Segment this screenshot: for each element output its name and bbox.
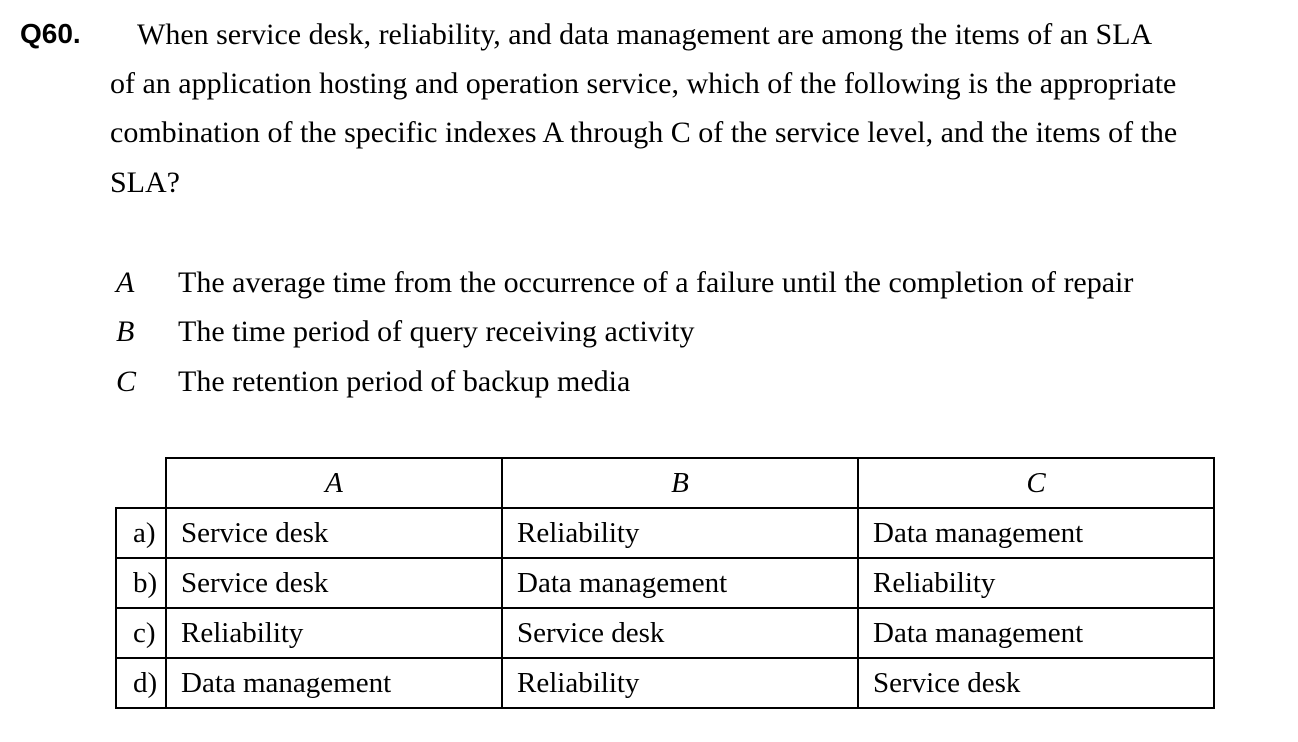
cell-a: Service desk — [165, 507, 503, 559]
cell-c: Data management — [857, 607, 1215, 659]
cell-a: Data management — [165, 657, 503, 709]
cell-a: Reliability — [165, 607, 503, 659]
question-text-line: When service desk, reliability, and data… — [137, 18, 1153, 51]
index-letter: C — [116, 365, 137, 398]
row-label: a) — [115, 507, 167, 559]
table-header-row: A B C — [116, 457, 1215, 509]
index-text: The time period of query receiving activ… — [178, 315, 695, 348]
question-number: Q60. — [20, 18, 81, 49]
table-row: b) Service desk Data management Reliabil… — [115, 557, 1215, 609]
table-row: d) Data management Reliability Service d… — [115, 657, 1215, 709]
index-text: The retention period of backup media — [178, 365, 631, 398]
header-c: C — [857, 457, 1215, 509]
cell-b: Data management — [501, 557, 859, 609]
question-text-line: combination of the specific indexes A th… — [110, 116, 1178, 149]
table-row: c) Reliability Service desk Data managem… — [115, 607, 1215, 659]
question-text-line: SLA? — [110, 166, 180, 199]
answer-table: A B C a) Service desk Reliability Data m… — [115, 457, 1215, 709]
cell-b: Service desk — [501, 607, 859, 659]
row-label: b) — [115, 557, 167, 609]
index-text: The average time from the occurrence of … — [178, 266, 1134, 299]
cell-b: Reliability — [501, 507, 859, 559]
header-b: B — [501, 457, 859, 509]
question-text-line: of an application hosting and operation … — [110, 67, 1177, 100]
cell-c: Data management — [857, 507, 1215, 559]
index-letter: A — [116, 266, 135, 299]
row-label: c) — [115, 607, 167, 659]
header-a: A — [165, 457, 503, 509]
empty-corner — [116, 458, 167, 509]
cell-c: Service desk — [857, 657, 1215, 709]
cell-b: Reliability — [501, 657, 859, 709]
cell-a: Service desk — [165, 557, 503, 609]
index-letter: B — [116, 315, 135, 348]
row-label: d) — [115, 657, 167, 709]
cell-c: Reliability — [857, 557, 1215, 609]
table-row: a) Service desk Reliability Data managem… — [115, 507, 1215, 559]
